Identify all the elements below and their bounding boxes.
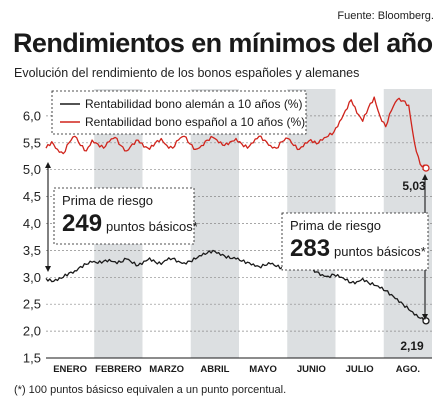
y-axis: 1,5 2,0 2,5 3,0 3,5 4,0 4,5 5,0 5,5 6,0 xyxy=(23,108,41,365)
y-tick-label: 5,0 xyxy=(23,162,41,177)
month-label: FEBRERO xyxy=(95,364,141,375)
series-line-spanish xyxy=(45,96,427,169)
month-label: JUNIO xyxy=(297,364,326,375)
chart-subtitle: Evolución del rendimiento de los bonos e… xyxy=(14,66,360,80)
callout-unit: puntos básicos* xyxy=(106,219,198,234)
callout-value: 283 xyxy=(290,235,330,262)
end-value-spanish: 5,03 xyxy=(402,179,426,193)
spread-arrow-start-head-top xyxy=(45,162,51,168)
callout-box xyxy=(281,212,429,271)
y-tick-label: 5,5 xyxy=(23,135,41,150)
chart-title: Rendimientos en mínimos del año xyxy=(13,28,433,58)
legend-box: Rentabilidad bono alemán a 10 años (%) Re… xyxy=(51,90,307,135)
month-label: AGO. xyxy=(396,364,420,375)
month-label: MAYO xyxy=(249,364,277,375)
x-axis: ENERO FEBRERO MARZO ABRIL MAYO JUNIO JULIO AGO. xyxy=(46,357,432,375)
source-note: Fuente: Bloomberg. xyxy=(337,10,434,22)
callout-box xyxy=(53,187,195,245)
footnote: (*) 100 puntos básicso equivalen a un pu… xyxy=(14,384,287,396)
end-value-german: 2,19 xyxy=(400,339,424,353)
end-marker-german xyxy=(422,317,430,325)
spread-arrow-start-head-bottom xyxy=(45,266,51,272)
legend-label-german: Rentabilidad bono alemán a 10 años (%) xyxy=(85,97,302,111)
y-tick-label: 2,5 xyxy=(23,297,41,312)
callout-label: Prima de riesgo xyxy=(62,193,153,208)
end-marker-spanish xyxy=(422,164,430,172)
y-tick-label: 2,0 xyxy=(23,324,41,339)
callout-value: 249 xyxy=(62,210,102,237)
callout-label: Prima de riesgo xyxy=(290,218,381,233)
y-tick-label: 4,5 xyxy=(23,189,41,204)
callout-unit: puntos básicos* xyxy=(334,244,426,259)
month-label: MARZO xyxy=(149,364,184,375)
month-label: JULIO xyxy=(346,364,374,375)
series-line-german xyxy=(45,249,427,323)
legend: Rentabilidad bono alemán a 10 años (%) Re… xyxy=(51,90,307,135)
risk-premium-callout: Prima de riesgo 249 puntos básicos* xyxy=(53,187,198,245)
series-lines xyxy=(45,96,430,325)
y-tick-label: 1,5 xyxy=(23,351,41,366)
legend-frame xyxy=(51,90,307,135)
spread-arrow-end-head-top xyxy=(422,174,428,180)
y-tick-label: 3,0 xyxy=(23,270,41,285)
annotations: 5,03 2,19 Prima de riesgo 249 puntos básicos… xyxy=(45,162,429,353)
month-label: ABRIL xyxy=(200,364,229,375)
y-tick-label: 6,0 xyxy=(23,108,41,123)
y-tick-label: 3,5 xyxy=(23,243,41,258)
month-label: ENERO xyxy=(53,364,87,375)
y-tick-label: 4,0 xyxy=(23,216,41,231)
legend-label-spanish: Rentabilidad bono español a 10 años (%) xyxy=(85,115,305,129)
risk-premium-callout: Prima de riesgo 283 puntos básicos* xyxy=(281,212,429,271)
spread-arrow-end-head-bottom xyxy=(422,314,428,320)
